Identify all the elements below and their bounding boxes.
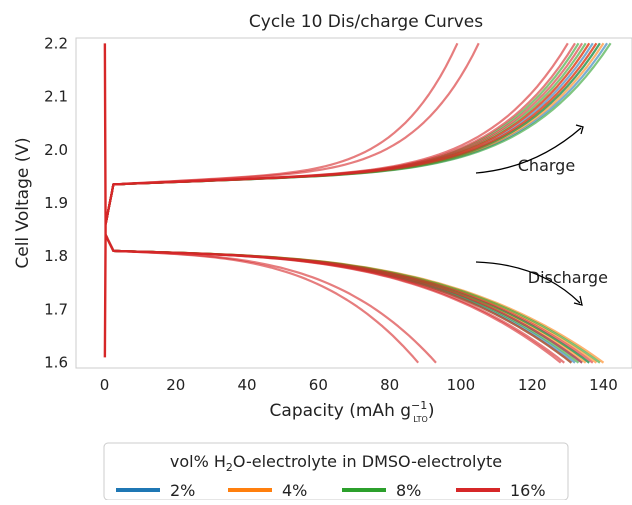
charge-curve [104, 42, 598, 225]
x-axis-label-main: Capacity (mAh g [270, 401, 412, 421]
x-tick-label: 80 [380, 376, 399, 394]
x-tick-label: 40 [238, 376, 257, 394]
annotation-layer: Charge Discharge [518, 156, 608, 287]
charge-curve [104, 42, 459, 225]
annotation-text: Discharge [528, 268, 608, 287]
charge-curve [104, 42, 601, 225]
x-tick-label: 20 [166, 376, 185, 394]
legend-label: 4% [282, 481, 307, 500]
curve-layer [103, 42, 612, 364]
discharge-curve [104, 234, 437, 364]
x-axis-label: Capacity (mAh g−1 LTO) [270, 399, 435, 424]
y-tick-label: 2.1 [44, 88, 68, 106]
y-tick-label: 1.6 [44, 354, 68, 372]
legend-title-pre: vol% H [170, 452, 226, 471]
charge-curve [104, 42, 480, 225]
y-tick-label: 2.0 [44, 141, 68, 159]
legend-title: vol% H2O-electrolyte in DMSO-electrolyte [170, 452, 502, 474]
x-tick-labels: 0 20 40 60 80 100 120 140 [100, 376, 618, 394]
y-tick-label: 1.7 [44, 300, 68, 318]
discharge-curve [104, 234, 420, 364]
charge-arrow [475, 127, 582, 174]
annotation-text: Charge [518, 156, 575, 175]
legend-label: 16% [510, 481, 546, 500]
discharge-arrowhead [573, 295, 583, 306]
charge-arrowhead [575, 124, 584, 135]
x-axis-label-sup: −1 [411, 399, 427, 412]
y-tick-label: 1.8 [44, 247, 68, 265]
legend-label: 2% [170, 481, 195, 500]
plot-frame [75, 37, 632, 369]
x-axis-label-sub: LTO [413, 415, 428, 424]
x-axis-label-close: ) [428, 401, 435, 421]
charge-curve [104, 42, 612, 225]
discharge-arrow [475, 261, 581, 304]
x-tick-label: 140 [589, 376, 618, 394]
x-tick-label: 60 [309, 376, 328, 394]
initial-voltage-spike [103, 43, 107, 358]
y-tick-label: 2.2 [44, 34, 68, 52]
legend-title-post: O-electrolyte in DMSO-electrolyte [233, 452, 502, 471]
x-tick-label: 120 [518, 376, 547, 394]
legend-title-sub: 2 [226, 461, 233, 474]
y-axis-label: Cell Voltage (V) [13, 137, 33, 268]
y-tick-label: 1.9 [44, 194, 68, 212]
charge-curve [104, 42, 601, 225]
legend-label: 8% [396, 481, 421, 500]
charge-curve [104, 42, 605, 225]
x-tick-label: 100 [447, 376, 476, 394]
charge-curve [104, 42, 609, 225]
y-tick-labels: 1.6 1.7 1.8 1.9 2.0 2.1 2.2 [44, 34, 68, 371]
x-tick-label: 0 [100, 376, 110, 394]
charge-curve [104, 42, 598, 225]
legend-entries: 2% 4% 8% 16% [116, 481, 546, 500]
chart-title: Cycle 10 Dis/charge Curves [249, 12, 483, 32]
